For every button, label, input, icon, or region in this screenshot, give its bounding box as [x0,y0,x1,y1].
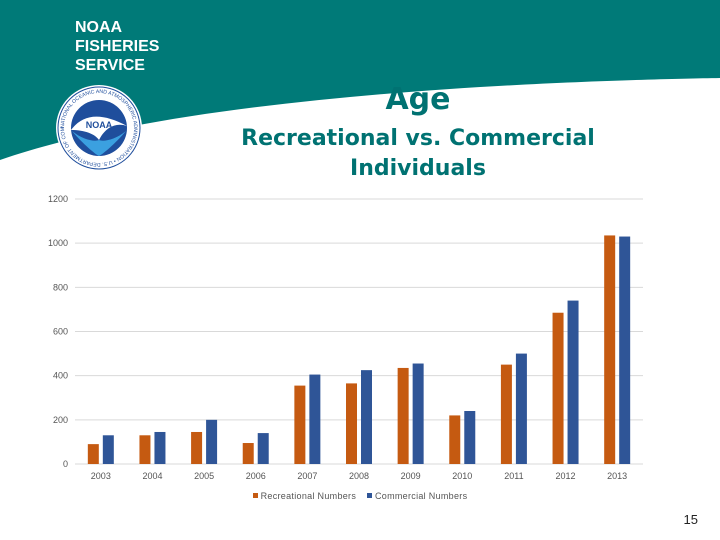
bar-recreational-2011 [500,364,512,464]
bar-recreational-2008 [346,383,357,464]
x-tick-label: 2007 [297,471,317,481]
bar-recreational-2003 [87,444,99,464]
bar-commercial-2007 [309,374,321,464]
x-tick-label: 2003 [91,471,111,481]
logo-text: NOAA [86,120,113,130]
bar-recreational-2010 [449,415,461,464]
y-tick-label: 200 [53,415,68,425]
y-tick-label: 1000 [48,238,68,248]
x-tick-label: 2006 [246,471,266,481]
noaa-fisheries-wordmark: NOAA FISHERIES SERVICE [75,18,159,75]
bar-commercial-2010 [464,411,476,464]
chart-title-line-1: Recreational vs. Commercial [241,126,595,151]
bar-commercial-2012 [567,300,579,464]
legend-label-commercial: Commercial Numbers [374,491,468,501]
bar-recreational-2005 [191,431,203,464]
slide-title: Age [385,82,451,117]
bar-commercial-2011 [515,353,527,464]
chart-title-line-2: Individuals [350,156,486,181]
y-tick-label: 0 [63,459,68,469]
legend-label-recreational: Recreational Numbers [260,491,357,501]
page-number: 15 [683,512,698,527]
bar-commercial-2006 [257,433,269,464]
bar-commercial-2009 [412,363,424,464]
brand-line-2: FISHERIES [75,38,160,55]
x-tick-label: 2012 [556,471,576,481]
brand-line-1: NOAA [75,19,123,36]
legend-swatch-recreational [252,493,258,498]
bar-recreational-2009 [397,367,409,464]
bar-commercial-2004 [154,431,166,464]
bar-recreational-2006 [242,443,254,464]
y-tick-label: 400 [53,371,68,381]
x-tick-label: 2011 [504,471,523,481]
legend-swatch-commercial [366,493,372,498]
y-tick-label: 800 [53,282,68,292]
bar-commercial-2008 [361,370,372,464]
x-tick-label: 2010 [452,471,472,481]
bar-commercial-2013 [619,236,631,464]
bar-commercial-2005 [206,419,218,464]
x-tick-label: 2008 [349,471,369,481]
noaa-logo-icon: NATIONAL OCEANIC AND ATMOSPHERIC ADMINIS… [55,84,142,171]
x-tick-label: 2013 [607,471,627,481]
bar-recreational-2013 [604,235,616,464]
chart-legend: Recreational Numbers Commercial Numbers [0,491,720,501]
y-tick-label: 1200 [48,194,68,204]
legend-item-recreational: Recreational Numbers [252,491,359,501]
bar-recreational-2004 [139,435,151,464]
x-tick-label: 2004 [142,471,162,481]
x-tick-label: 2009 [401,471,421,481]
bar-recreational-2012 [552,312,564,464]
bar-recreational-2007 [294,385,306,464]
y-tick-label: 600 [53,327,68,337]
legend-item-commercial: Commercial Numbers [366,491,468,501]
header-banner [0,0,720,160]
x-tick-label: 2005 [194,471,214,481]
brand-line-3: SERVICE [75,57,145,74]
bar-commercial-2003 [102,435,114,464]
